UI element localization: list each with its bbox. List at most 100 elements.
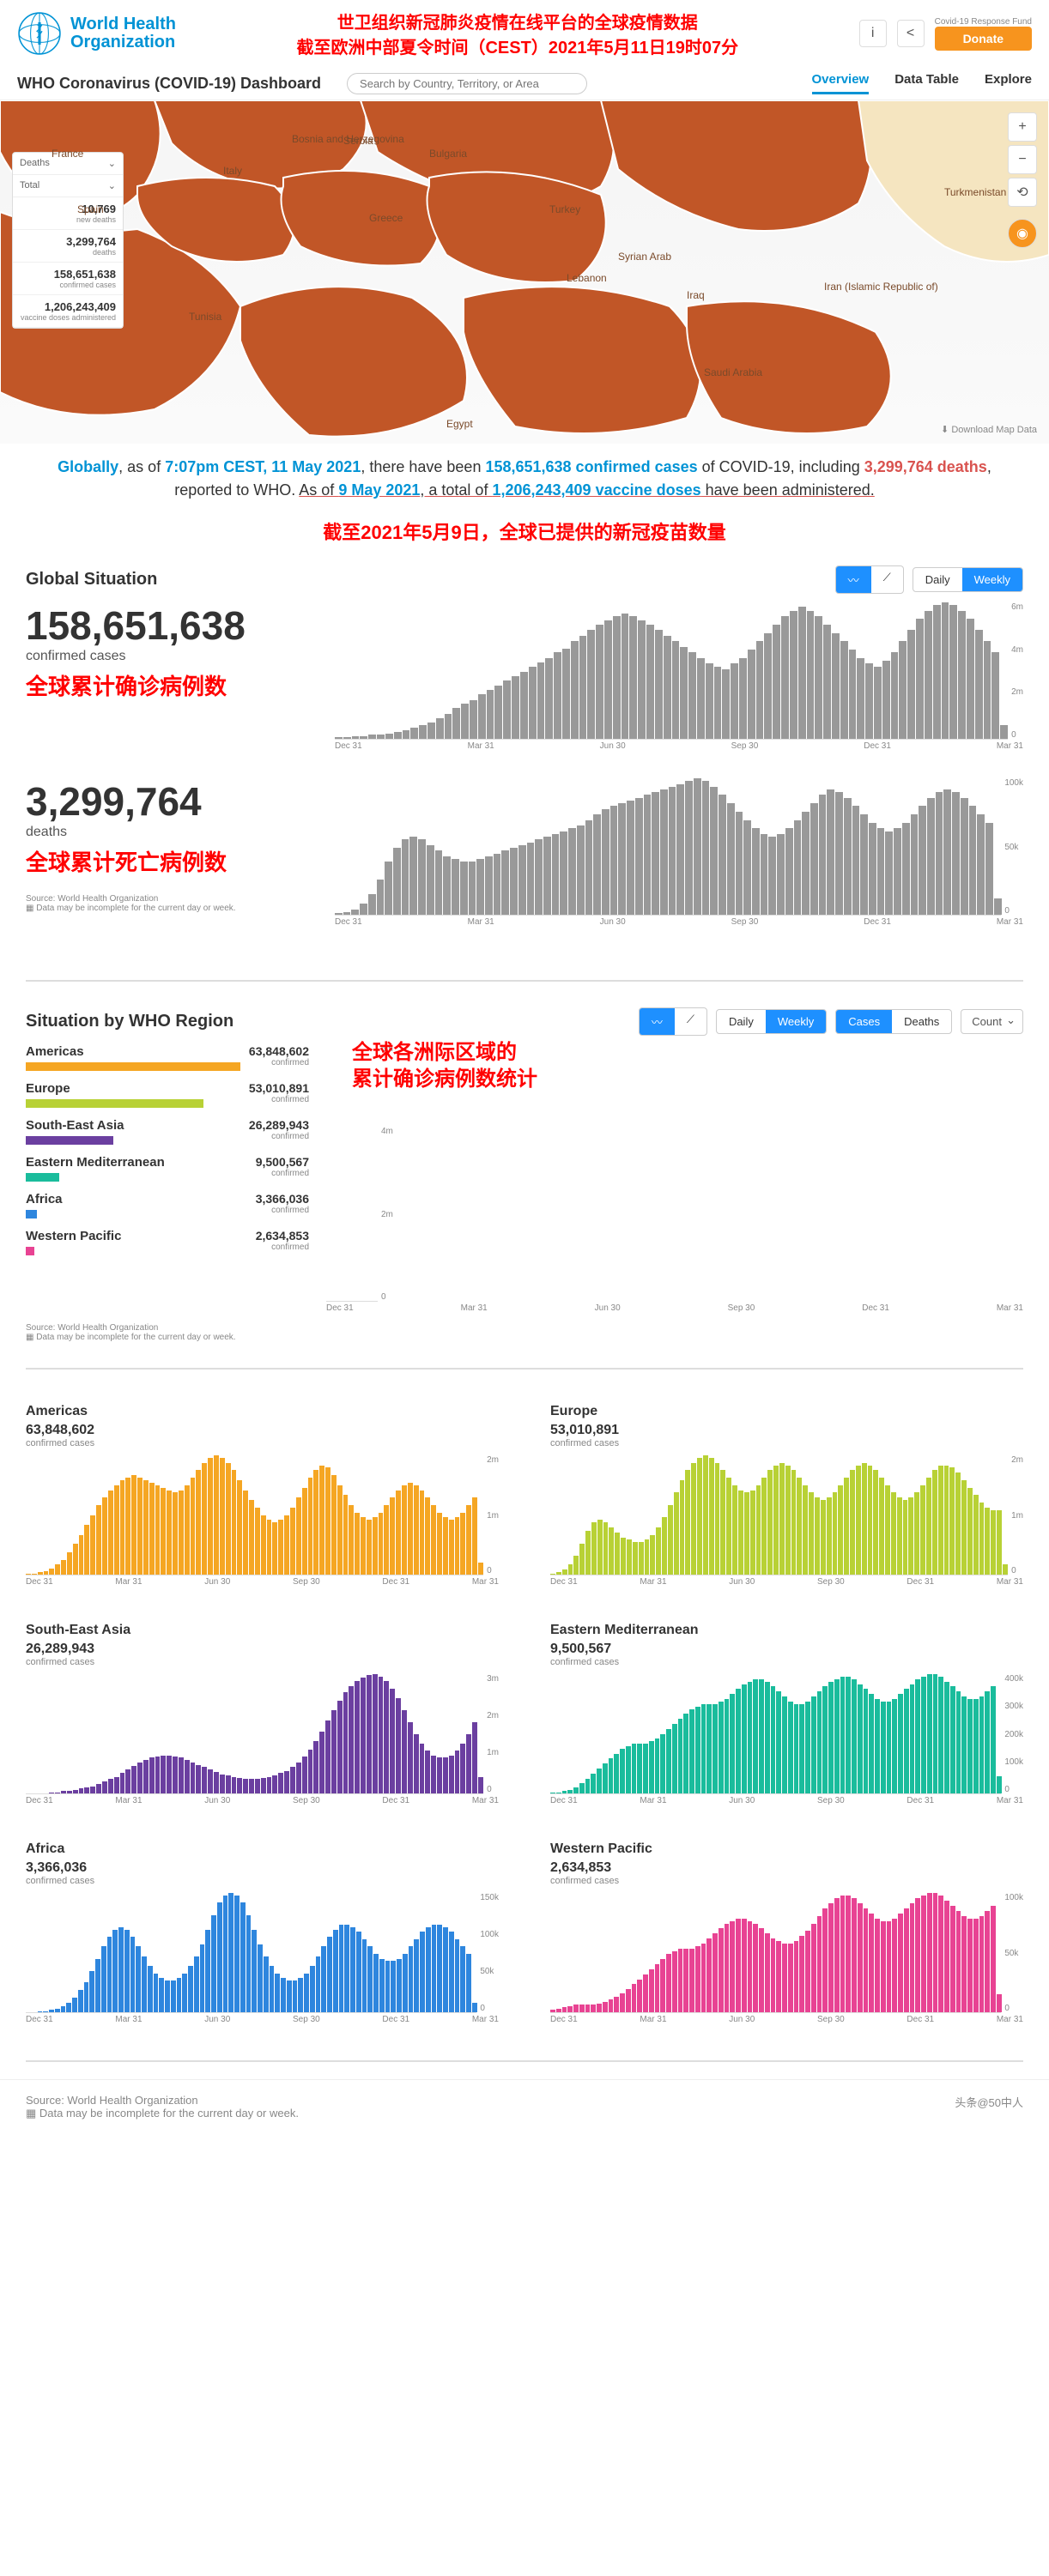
bar <box>635 798 643 915</box>
bar <box>124 1930 130 2012</box>
bar <box>562 649 570 739</box>
toggle-line-icon[interactable]: ⟋ <box>675 1008 706 1035</box>
region-item[interactable]: South-East Asia26,289,943confirmed <box>26 1118 309 1145</box>
bar <box>478 1777 483 1793</box>
legend-row: 1,206,243,409vaccine doses administered <box>13 295 123 328</box>
bar <box>455 1751 460 1793</box>
toggle-daily[interactable]: Daily <box>717 1010 766 1033</box>
tab-data-table[interactable]: Data Table <box>894 72 959 94</box>
count-select[interactable]: Count <box>961 1009 1023 1034</box>
bar <box>727 803 735 915</box>
bar <box>308 1750 313 1793</box>
map-svg <box>0 100 1049 444</box>
bar <box>701 1704 706 1793</box>
bar <box>715 1463 720 1575</box>
bar <box>208 1458 213 1575</box>
region-item[interactable]: Western Pacific2,634,853confirmed <box>26 1229 309 1255</box>
bar <box>879 1478 884 1575</box>
search-input[interactable] <box>347 73 587 94</box>
region-item[interactable]: Africa3,366,036confirmed <box>26 1192 309 1218</box>
info-icon[interactable]: i <box>859 20 887 47</box>
toggle-daily[interactable]: Daily <box>913 568 962 591</box>
bar <box>817 1691 822 1793</box>
bar <box>384 1681 389 1793</box>
bar <box>325 1720 330 1793</box>
layers-icon[interactable]: ◉ <box>1008 219 1037 248</box>
bar <box>591 2005 596 2012</box>
bar <box>897 1497 902 1575</box>
region-item[interactable]: Americas63,848,602confirmed <box>26 1044 309 1071</box>
toggle-weekly[interactable]: Weekly <box>766 1010 826 1033</box>
bar <box>785 828 793 915</box>
tab-overview[interactable]: Overview <box>812 72 870 94</box>
donate-button[interactable]: Donate <box>935 27 1032 51</box>
bar <box>102 1497 107 1575</box>
bar <box>731 663 738 739</box>
bar <box>194 1956 199 2012</box>
bar <box>154 1974 159 2012</box>
bar <box>137 1763 142 1793</box>
bar <box>461 704 469 739</box>
bar <box>655 1738 660 1793</box>
bar <box>944 1682 949 1793</box>
bar <box>32 1574 37 1575</box>
mini-chart: Africa3,366,036confirmed cases 150k100k5… <box>26 1841 499 2026</box>
toggle-weekly[interactable]: Weekly <box>962 568 1022 591</box>
bar <box>567 1790 573 1793</box>
bar <box>765 1682 770 1793</box>
zoom-in-icon[interactable]: + <box>1008 112 1037 142</box>
bar <box>293 1980 298 2012</box>
region-mini-charts: Americas63,848,602confirmed cases 2m1m0 … <box>0 1387 1049 2043</box>
bar <box>944 1901 949 2012</box>
org-name-1: World Health <box>70 15 176 33</box>
bar <box>337 1485 343 1575</box>
chart-type-toggle[interactable]: 〰 ⟋ <box>835 565 904 594</box>
bar <box>550 1574 555 1575</box>
bar <box>882 661 890 739</box>
bar <box>865 663 873 739</box>
bar <box>313 1470 318 1575</box>
bar <box>112 1930 118 2012</box>
download-map-link[interactable]: ⬇ Download Map Data <box>941 424 1037 435</box>
zoom-out-icon[interactable]: − <box>1008 145 1037 174</box>
tab-explore[interactable]: Explore <box>985 72 1032 94</box>
bar <box>179 1757 184 1793</box>
bar <box>840 1677 846 1793</box>
legend-mode-select[interactable]: Total⌄ <box>13 175 123 197</box>
period-toggle[interactable]: Daily Weekly <box>913 567 1023 592</box>
bar <box>137 1478 142 1575</box>
bar <box>683 1949 688 2012</box>
bar <box>857 658 864 739</box>
bar <box>469 862 476 915</box>
bar <box>485 856 493 915</box>
bar <box>794 1941 799 2012</box>
bar <box>985 1911 990 2012</box>
bar <box>443 1927 448 2012</box>
bar <box>773 625 780 739</box>
toggle-cases[interactable]: Cases <box>836 1010 892 1033</box>
bar <box>662 1517 667 1575</box>
bar <box>850 1470 855 1575</box>
bar <box>349 1686 354 1793</box>
map[interactable]: + − ⟲ ◉ Deaths⌄ Total⌄ 10,769new deaths3… <box>0 100 1049 444</box>
bar <box>811 1924 816 2013</box>
bar <box>805 1702 810 1793</box>
bar <box>646 625 654 739</box>
share-icon[interactable]: < <box>897 20 925 47</box>
toggle-line-icon[interactable]: ⟋ <box>871 566 903 593</box>
bar <box>173 1492 178 1575</box>
toggle-deaths[interactable]: Deaths <box>892 1010 951 1033</box>
reset-icon[interactable]: ⟲ <box>1008 178 1037 207</box>
bar <box>427 723 435 739</box>
toggle-bars-icon[interactable]: 〰 <box>836 566 871 593</box>
bar <box>90 1515 95 1575</box>
bar <box>355 1681 360 1793</box>
region-item[interactable]: Eastern Mediterranean9,500,567confirmed <box>26 1155 309 1182</box>
bar <box>319 1732 324 1793</box>
bar <box>249 1500 254 1575</box>
region-item[interactable]: Europe53,010,891confirmed <box>26 1081 309 1108</box>
bar <box>73 1790 78 1793</box>
bar <box>791 1470 797 1575</box>
toggle-bars-icon[interactable]: 〰 <box>640 1008 675 1035</box>
bar <box>310 1966 315 2012</box>
